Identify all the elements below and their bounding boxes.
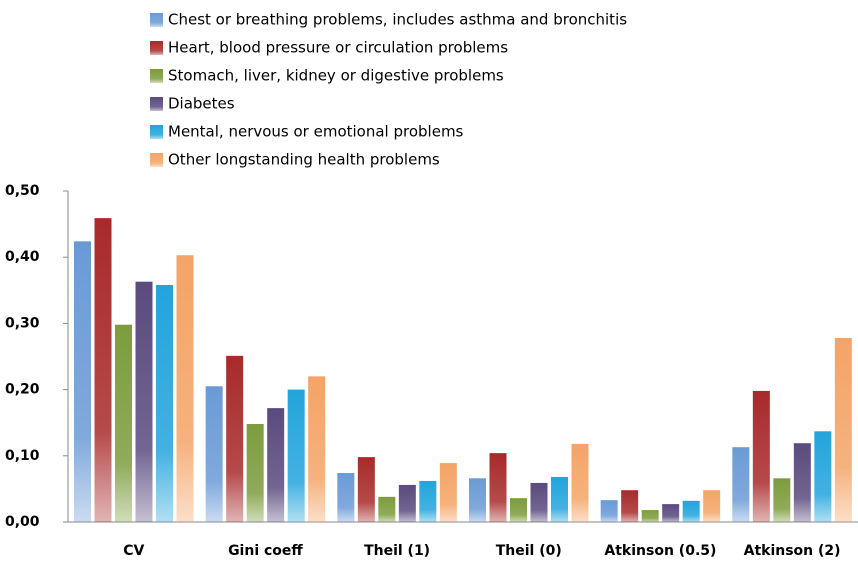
bar (135, 281, 153, 522)
bar (571, 443, 589, 522)
bar (551, 476, 568, 522)
legend-swatch (150, 153, 163, 167)
bar (621, 490, 639, 522)
bar (489, 453, 507, 522)
bar (115, 324, 132, 522)
y-tick-label: 0,20 (5, 382, 40, 398)
x-tick-label: Atkinson (2) (744, 543, 841, 559)
bar (287, 389, 305, 522)
bar (246, 424, 264, 522)
bar (74, 241, 91, 522)
legend-label: Other longstanding health problems (168, 151, 440, 169)
bar (419, 480, 437, 522)
bar (378, 496, 396, 522)
bar (773, 478, 791, 522)
x-tick-label: Atkinson (0.5) (604, 543, 716, 559)
bar (814, 431, 832, 522)
legend-label: Diabetes (168, 95, 235, 113)
x-tick-label: CV (123, 543, 144, 559)
y-tick-label: 0,50 (5, 183, 40, 199)
bar (752, 390, 770, 522)
bar (205, 386, 223, 522)
legend-swatch (150, 13, 163, 27)
bar (337, 473, 355, 522)
bar (732, 447, 750, 522)
y-tick-label: 0,00 (5, 514, 40, 530)
legend-swatch (150, 69, 163, 83)
bar (176, 255, 194, 523)
y-tick-label: 0,10 (5, 448, 40, 464)
legend-swatch (150, 125, 163, 139)
bar (682, 500, 700, 522)
bar (703, 490, 721, 522)
bar (398, 484, 416, 522)
bar (439, 463, 457, 522)
legend-label: Stomach, liver, kidney or digestive prob… (168, 67, 504, 85)
bar (834, 337, 852, 522)
bar (308, 376, 326, 522)
bar (793, 443, 811, 522)
bar (641, 510, 659, 522)
legend-swatch (150, 41, 163, 55)
x-tick-label: Gini coeff (228, 543, 303, 559)
bar (469, 478, 486, 522)
bar (94, 218, 112, 522)
legend-label: Chest or breathing problems, includes as… (168, 11, 627, 29)
bar (510, 498, 527, 522)
bar (156, 285, 173, 522)
y-tick-label: 0,40 (5, 249, 40, 265)
x-tick-label: Theil (1) (364, 543, 430, 559)
bar (226, 355, 244, 522)
y-tick-label: 0,30 (5, 315, 40, 331)
bar (530, 482, 548, 522)
legend-label: Heart, blood pressure or circulation pro… (168, 39, 508, 57)
bar (600, 500, 618, 522)
legend-label: Mental, nervous or emotional problems (168, 123, 464, 141)
bar (267, 408, 285, 522)
x-tick-label: Theil (0) (496, 543, 562, 559)
legend-swatch (150, 97, 163, 111)
bar (662, 504, 680, 522)
bar (357, 457, 375, 522)
